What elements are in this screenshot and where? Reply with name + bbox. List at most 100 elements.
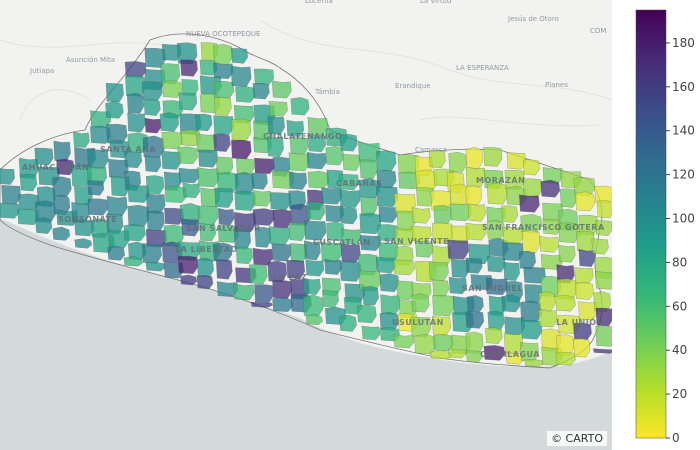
municipality-region[interactable] [521, 230, 541, 253]
municipality-region[interactable] [141, 243, 162, 264]
municipality-region[interactable] [465, 185, 483, 206]
municipality-region[interactable] [288, 152, 310, 172]
municipality-region[interactable] [286, 119, 305, 137]
municipality-region[interactable] [591, 238, 609, 255]
municipality-region[interactable] [357, 304, 377, 324]
municipality-region[interactable] [519, 342, 539, 362]
municipality-region[interactable] [558, 244, 576, 263]
municipality-region[interactable] [410, 316, 432, 338]
municipality-region[interactable] [180, 274, 198, 286]
municipality-region[interactable] [538, 309, 558, 328]
municipality-region[interactable] [199, 222, 216, 242]
municipality-region[interactable] [181, 218, 200, 237]
municipality-region[interactable] [487, 310, 505, 331]
municipality-region[interactable] [252, 82, 270, 100]
municipality-region[interactable] [213, 43, 233, 65]
municipality-region[interactable] [506, 152, 527, 170]
municipality-region[interactable] [254, 157, 275, 174]
municipality-region[interactable] [522, 178, 543, 198]
municipality-region[interactable] [286, 260, 306, 279]
municipality-region[interactable] [73, 131, 90, 148]
municipality-region[interactable] [267, 260, 287, 283]
municipality-region[interactable] [126, 92, 145, 115]
municipality-region[interactable] [361, 325, 381, 341]
municipality-region[interactable] [448, 151, 467, 173]
municipality-region[interactable] [71, 201, 90, 224]
municipality-region[interactable] [178, 167, 200, 184]
municipality-region[interactable] [1, 185, 21, 205]
municipality-region[interactable] [595, 220, 612, 236]
municipality-region[interactable] [378, 206, 398, 223]
municipality-region[interactable] [288, 171, 308, 190]
municipality-region[interactable] [213, 81, 235, 99]
municipality-region[interactable] [307, 134, 327, 153]
municipality-region[interactable] [143, 99, 161, 116]
municipality-region[interactable] [466, 295, 484, 313]
municipality-region[interactable] [447, 239, 470, 260]
municipality-region[interactable] [123, 223, 146, 242]
municipality-region[interactable] [483, 345, 505, 361]
municipality-region[interactable] [230, 47, 248, 64]
municipality-region[interactable] [196, 275, 214, 290]
municipality-region[interactable] [235, 246, 253, 265]
municipality-region[interactable] [213, 96, 232, 116]
municipality-region[interactable] [448, 348, 467, 359]
municipality-region[interactable] [159, 112, 179, 132]
municipality-region[interactable] [196, 257, 214, 278]
municipality-region[interactable] [379, 273, 400, 292]
municipality-region[interactable] [144, 155, 162, 173]
municipality-region[interactable] [177, 146, 198, 165]
municipality-region[interactable] [414, 334, 437, 355]
municipality-region[interactable] [254, 284, 274, 304]
municipality-region[interactable] [252, 208, 275, 226]
municipality-region[interactable] [501, 294, 521, 313]
municipality-region[interactable] [87, 198, 109, 216]
municipality-region[interactable] [306, 201, 326, 221]
municipality-region[interactable] [324, 258, 342, 275]
municipality-region[interactable] [428, 261, 449, 281]
municipality-region[interactable] [271, 80, 292, 99]
municipality-region[interactable] [74, 238, 93, 249]
municipality-region[interactable] [52, 176, 72, 198]
municipality-region[interactable] [141, 81, 163, 101]
municipality-region[interactable] [108, 158, 129, 179]
municipality-region[interactable] [342, 153, 361, 171]
municipality-region[interactable] [595, 325, 612, 347]
municipality-region[interactable] [555, 295, 576, 312]
municipality-region[interactable] [593, 291, 611, 312]
municipality-region[interactable] [485, 327, 503, 344]
municipality-region[interactable] [518, 250, 536, 270]
municipality-region[interactable] [306, 152, 327, 170]
municipality-region[interactable] [146, 193, 166, 214]
municipality-region[interactable] [197, 167, 220, 188]
municipality-region[interactable] [160, 63, 181, 85]
municipality-region[interactable] [396, 280, 414, 301]
municipality-regions[interactable] [0, 42, 612, 367]
municipality-region[interactable] [123, 255, 143, 267]
municipality-region[interactable] [483, 147, 503, 167]
municipality-region[interactable] [272, 296, 293, 312]
municipality-region[interactable] [519, 194, 540, 213]
municipality-region[interactable] [394, 193, 416, 214]
municipality-region[interactable] [106, 213, 124, 235]
municipality-region[interactable] [503, 262, 520, 281]
municipality-region[interactable] [339, 260, 362, 282]
municipality-region[interactable] [411, 225, 432, 242]
municipality-region[interactable] [411, 207, 431, 224]
municipality-region[interactable] [19, 173, 38, 192]
municipality-region[interactable] [432, 295, 455, 317]
municipality-region[interactable] [592, 348, 612, 354]
municipality-region[interactable] [339, 207, 358, 225]
municipality-region[interactable] [540, 179, 561, 198]
municipality-region[interactable] [307, 170, 330, 189]
municipality-region[interactable] [268, 101, 288, 117]
municipality-region[interactable] [339, 134, 358, 152]
municipality-region[interactable] [53, 140, 71, 162]
municipality-region[interactable] [520, 214, 543, 233]
choropleth-map[interactable]: NUEVA OCOTEPEQUE Lucerna La Virtud Jesús… [0, 0, 612, 450]
municipality-region[interactable] [162, 80, 183, 98]
municipality-region[interactable] [231, 139, 252, 160]
municipality-region[interactable] [272, 280, 293, 299]
municipality-region[interactable] [362, 286, 379, 306]
municipality-region[interactable] [178, 92, 198, 111]
